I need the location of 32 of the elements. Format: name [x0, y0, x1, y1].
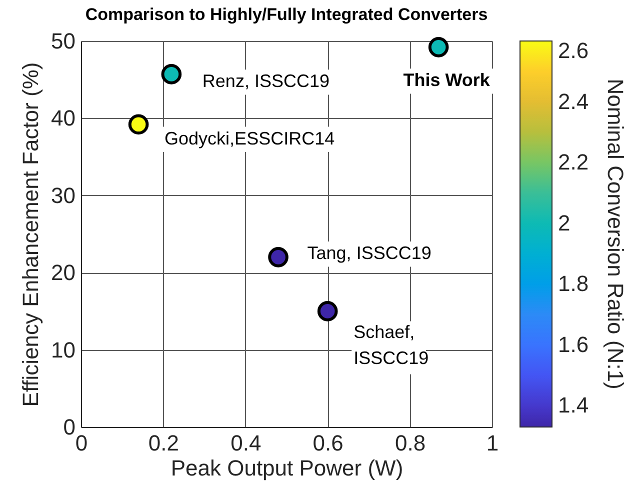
x-tick-label: 1	[486, 430, 499, 456]
annotation: This Work	[403, 70, 491, 90]
annotation: Godycki,ESSCIRC14	[164, 128, 335, 148]
color-bar-label: 2.4	[558, 88, 589, 114]
point	[428, 37, 449, 58]
point	[128, 114, 149, 135]
annotation: Schaef, ISSCC19	[354, 322, 429, 368]
y-tick-label: 30	[51, 182, 76, 208]
point	[317, 301, 338, 322]
y-tick-label: 0	[63, 414, 76, 440]
x-axis-title: Peak Output Power (W)	[170, 456, 404, 480]
y-tick-label: 20	[51, 260, 76, 286]
point	[161, 64, 182, 84]
color-bar-title: Nominal Conversion Ratio (N:1)	[603, 78, 628, 390]
y-axis-title: Efficiency Enhancement Factor (%)	[18, 62, 44, 407]
y-tick-label: 50	[51, 28, 76, 54]
y-tick-label: 10	[51, 337, 76, 362]
x-tick-label: 0.6	[312, 430, 344, 456]
color-bar-label: 1.6	[558, 332, 589, 357]
annotation: Renz, ISSCC19	[202, 71, 330, 92]
color-bar-label: 2	[558, 210, 570, 236]
y-tick-label: 40	[51, 106, 76, 131]
color-bar-label: 2.2	[558, 150, 589, 175]
chart-title: Comparison to Highly/Fully Integrated Converters	[85, 5, 488, 24]
x-tick-label: 0.2	[148, 430, 179, 456]
color-bar-label: 2.6	[558, 38, 589, 63]
color-bar-label: 1.8	[558, 271, 589, 296]
color-bar-label: 1.4	[558, 392, 589, 418]
point	[268, 247, 288, 268]
annotation: Tang, ISSCC19	[307, 243, 432, 264]
x-tick-label: 0.8	[395, 430, 426, 456]
x-tick-label: 0.4	[230, 430, 262, 456]
